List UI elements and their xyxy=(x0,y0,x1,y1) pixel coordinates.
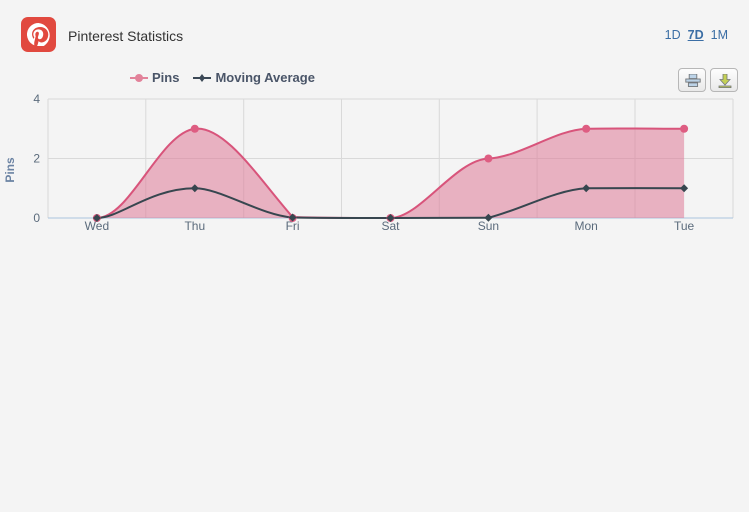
svg-text:2: 2 xyxy=(33,152,40,166)
svg-text:Tue: Tue xyxy=(674,219,695,233)
svg-text:0: 0 xyxy=(33,211,40,225)
svg-text:Thu: Thu xyxy=(184,219,205,233)
svg-text:4: 4 xyxy=(33,92,40,106)
svg-text:Mon: Mon xyxy=(575,219,598,233)
svg-text:Pins: Pins xyxy=(3,157,17,183)
